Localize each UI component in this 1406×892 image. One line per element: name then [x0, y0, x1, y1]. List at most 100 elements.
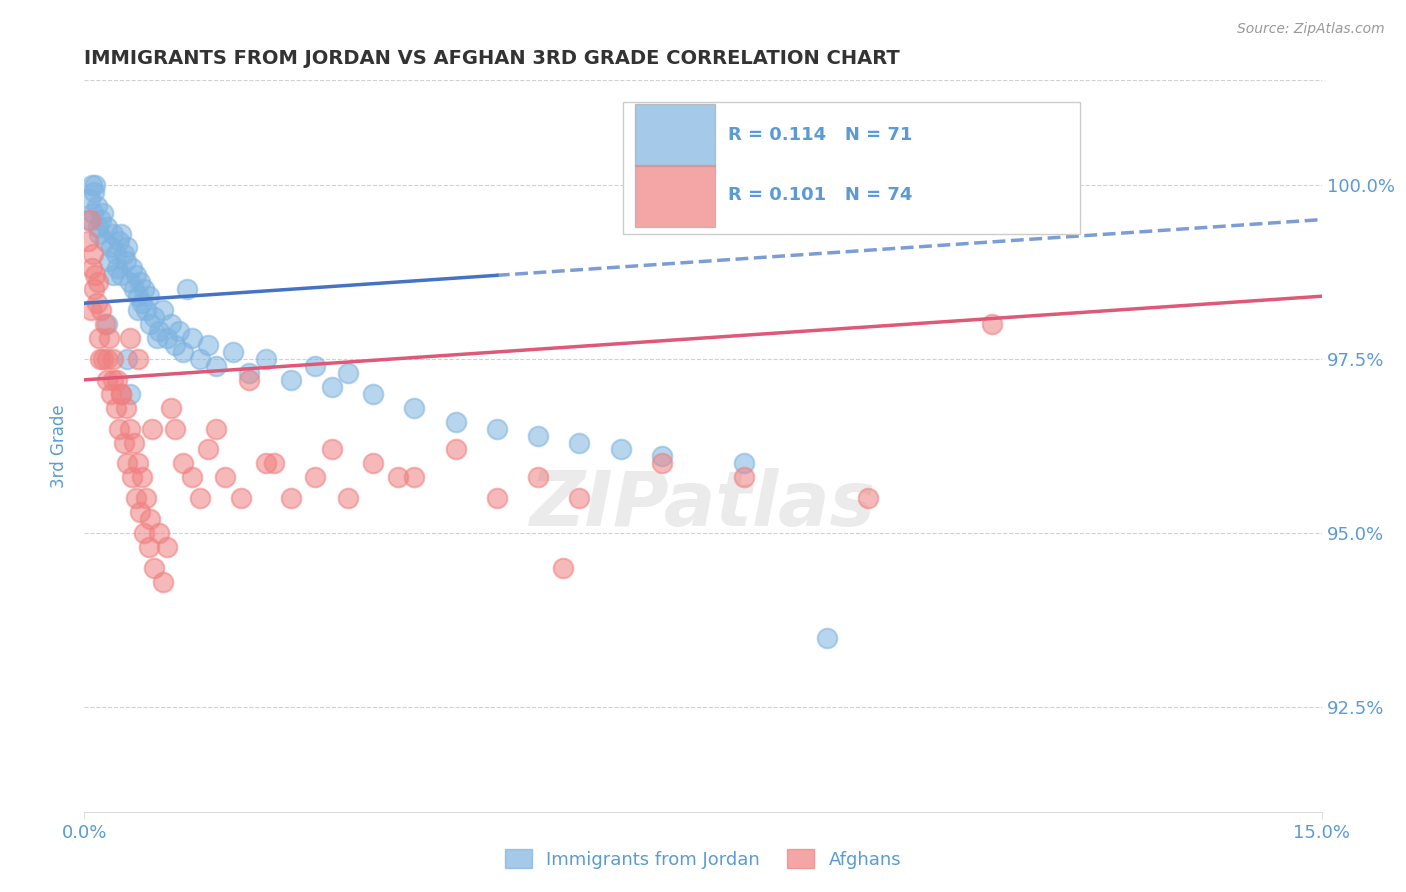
- Point: [114, 254, 136, 268]
- Point: [132, 526, 155, 541]
- Point: [94, 317, 117, 331]
- Point: [188, 351, 211, 366]
- Point: [117, 351, 139, 366]
- Point: [444, 415, 467, 429]
- Point: [83, 282, 105, 296]
- Point: [110, 386, 132, 401]
- Point: [83, 185, 105, 199]
- Point: [214, 470, 236, 484]
- Point: [180, 470, 202, 484]
- Point: [139, 512, 162, 526]
- Point: [138, 289, 160, 303]
- Point: [387, 470, 409, 484]
- Point: [103, 373, 125, 387]
- FancyBboxPatch shape: [636, 104, 716, 166]
- Y-axis label: 3rd Grade: 3rd Grade: [51, 404, 69, 488]
- Text: Source: ZipAtlas.com: Source: ZipAtlas.com: [1237, 22, 1385, 37]
- Point: [110, 386, 132, 401]
- Point: [90, 303, 112, 318]
- Point: [108, 421, 131, 435]
- Point: [112, 247, 135, 261]
- Point: [485, 421, 508, 435]
- Point: [167, 324, 190, 338]
- Point: [77, 212, 100, 227]
- Point: [254, 351, 277, 366]
- Point: [127, 351, 149, 366]
- Point: [105, 261, 128, 276]
- Point: [98, 254, 121, 268]
- Point: [131, 470, 153, 484]
- Text: R = 0.114   N = 71: R = 0.114 N = 71: [728, 126, 912, 144]
- Point: [205, 421, 228, 435]
- Point: [815, 631, 838, 645]
- Point: [444, 442, 467, 457]
- Point: [651, 450, 673, 464]
- Point: [91, 205, 114, 219]
- Point: [118, 421, 141, 435]
- Point: [86, 296, 108, 310]
- Point: [143, 310, 166, 325]
- Point: [103, 268, 125, 283]
- Point: [122, 282, 145, 296]
- Point: [141, 421, 163, 435]
- Point: [139, 317, 162, 331]
- Point: [94, 234, 117, 248]
- Point: [96, 373, 118, 387]
- Point: [118, 386, 141, 401]
- Point: [114, 401, 136, 415]
- Point: [148, 526, 170, 541]
- Point: [321, 442, 343, 457]
- FancyBboxPatch shape: [623, 103, 1080, 234]
- Point: [129, 275, 152, 289]
- Point: [118, 331, 141, 345]
- Point: [121, 261, 143, 276]
- Point: [197, 338, 219, 352]
- Point: [980, 317, 1002, 331]
- Point: [304, 359, 326, 373]
- Point: [135, 303, 157, 318]
- Point: [337, 366, 360, 380]
- Point: [197, 442, 219, 457]
- Text: IMMIGRANTS FROM JORDAN VS AFGHAN 3RD GRADE CORRELATION CHART: IMMIGRANTS FROM JORDAN VS AFGHAN 3RD GRA…: [84, 48, 900, 68]
- Point: [152, 303, 174, 318]
- Point: [165, 338, 187, 352]
- Point: [79, 212, 101, 227]
- Point: [132, 282, 155, 296]
- Point: [118, 275, 141, 289]
- Point: [84, 178, 107, 192]
- Point: [254, 457, 277, 471]
- Point: [86, 219, 108, 234]
- Point: [404, 401, 426, 415]
- Point: [105, 373, 128, 387]
- Point: [117, 457, 139, 471]
- Text: ZIPatlas: ZIPatlas: [530, 467, 876, 541]
- Point: [86, 199, 108, 213]
- Point: [733, 457, 755, 471]
- Point: [280, 491, 302, 506]
- Point: [361, 457, 384, 471]
- Point: [121, 470, 143, 484]
- Point: [84, 268, 107, 283]
- Point: [96, 351, 118, 366]
- Point: [127, 303, 149, 318]
- Point: [263, 457, 285, 471]
- Point: [96, 317, 118, 331]
- Point: [108, 234, 131, 248]
- Legend: Immigrants from Jordan, Afghans: Immigrants from Jordan, Afghans: [498, 842, 908, 876]
- Point: [337, 491, 360, 506]
- Point: [80, 303, 103, 318]
- Point: [205, 359, 228, 373]
- Point: [404, 470, 426, 484]
- Point: [176, 282, 198, 296]
- Point: [89, 331, 111, 345]
- Point: [90, 212, 112, 227]
- Point: [82, 247, 104, 261]
- Point: [129, 505, 152, 519]
- FancyBboxPatch shape: [636, 165, 716, 227]
- Point: [280, 373, 302, 387]
- Point: [856, 491, 879, 506]
- Point: [485, 491, 508, 506]
- Point: [104, 401, 127, 415]
- Point: [156, 331, 179, 345]
- Point: [551, 561, 574, 575]
